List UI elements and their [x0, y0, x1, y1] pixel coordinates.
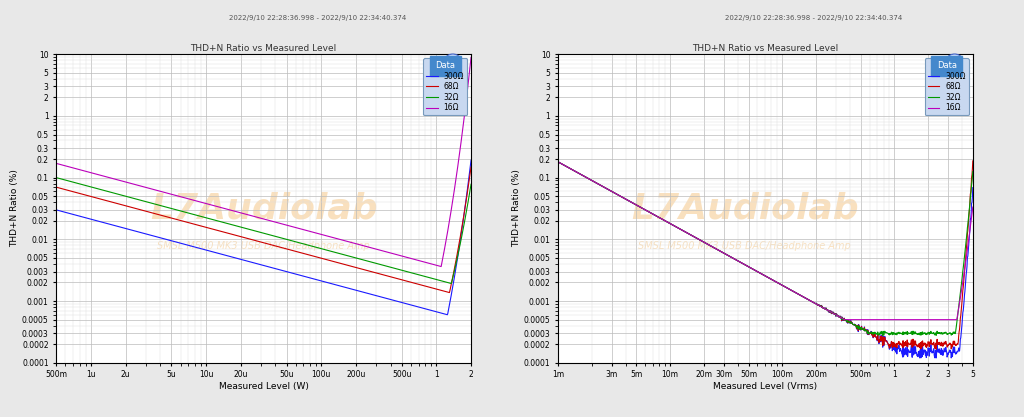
Line: 68Ω: 68Ω [558, 161, 973, 349]
32Ω [594, 183, 606, 188]
16Ω [50, 161, 62, 166]
300Ω [218, 252, 230, 257]
300Ω [50, 207, 62, 212]
16Ω [594, 183, 606, 188]
68Ω [374, 271, 386, 276]
32Ω [335, 251, 347, 256]
300Ω [883, 342, 895, 347]
32Ω [734, 260, 746, 265]
300Ω [594, 183, 606, 188]
Text: SMSL M500 MK3 USB DAC/Headphone Amp: SMSL M500 MK3 USB DAC/Headphone Amp [638, 241, 851, 251]
68Ω [92, 196, 104, 201]
Line: 32Ω: 32Ω [56, 178, 471, 284]
Y-axis label: THD+N Ratio (%): THD+N Ratio (%) [512, 170, 521, 247]
300Ω [232, 256, 245, 261]
300Ω [720, 252, 732, 257]
X-axis label: Measured Level (Vrms): Measured Level (Vrms) [714, 382, 817, 391]
300Ω [734, 260, 746, 265]
16Ω [837, 316, 849, 321]
68Ω [50, 185, 62, 190]
Text: AØ: AØ [946, 59, 963, 69]
Text: SMSL M500 MK3 USB DAC/Headphone Amp: SMSL M500 MK3 USB DAC/Headphone Amp [158, 241, 370, 251]
32Ω [445, 281, 458, 286]
32Ω [884, 332, 896, 337]
68Ω [465, 165, 477, 170]
300Ω [374, 294, 386, 299]
Text: 2022/9/10 22:28:36.998 - 2022/9/10 22:34:40.374: 2022/9/10 22:28:36.998 - 2022/9/10 22:34… [725, 15, 903, 20]
68Ω [218, 230, 230, 235]
68Ω [930, 347, 942, 352]
32Ω [837, 317, 849, 322]
16Ω [374, 248, 386, 253]
16Ω [465, 55, 477, 60]
32Ω [877, 333, 889, 338]
300Ω [552, 159, 564, 164]
68Ω [734, 260, 746, 265]
16Ω [335, 237, 347, 242]
32Ω [232, 224, 245, 229]
Text: AØ: AØ [444, 59, 461, 69]
32Ω [50, 175, 62, 180]
Line: 16Ω: 16Ω [56, 58, 471, 266]
16Ω [218, 206, 230, 211]
300Ω [381, 296, 393, 301]
16Ω [552, 159, 564, 164]
Y-axis label: THD+N Ratio (%): THD+N Ratio (%) [10, 170, 19, 247]
Line: 32Ω: 32Ω [558, 162, 973, 336]
68Ω [594, 183, 606, 188]
68Ω [381, 274, 393, 279]
Legend: 300Ω, 68Ω, 32Ω, 16Ω: 300Ω, 68Ω, 32Ω, 16Ω [925, 58, 969, 115]
68Ω [876, 334, 888, 339]
300Ω [913, 355, 926, 360]
Line: 300Ω: 300Ω [558, 162, 973, 358]
68Ω [883, 342, 895, 347]
300Ω [92, 219, 104, 224]
68Ω [837, 317, 849, 322]
16Ω [232, 210, 245, 215]
300Ω [335, 284, 347, 289]
16Ω [876, 317, 888, 322]
X-axis label: Measured Level (W): Measured Level (W) [219, 382, 308, 391]
32Ω [374, 262, 386, 267]
32Ω [967, 169, 979, 174]
300Ω [837, 317, 849, 322]
68Ω [232, 234, 245, 239]
Title: THD+N Ratio vs Measured Level: THD+N Ratio vs Measured Level [692, 45, 839, 53]
300Ω [441, 312, 454, 317]
Text: L7Audiolab: L7Audiolab [631, 191, 858, 226]
32Ω [381, 264, 393, 269]
Line: 16Ω: 16Ω [558, 162, 973, 320]
68Ω [335, 261, 347, 266]
68Ω [443, 290, 456, 295]
32Ω [92, 186, 104, 191]
32Ω [218, 220, 230, 225]
16Ω [435, 264, 447, 269]
16Ω [839, 317, 851, 322]
16Ω [967, 205, 979, 210]
Legend: 300Ω, 68Ω, 32Ω, 16Ω: 300Ω, 68Ω, 32Ω, 16Ω [423, 58, 467, 115]
16Ω [381, 250, 393, 255]
300Ω [876, 333, 888, 338]
68Ω [967, 158, 979, 163]
300Ω [465, 158, 477, 163]
300Ω [967, 185, 979, 190]
Title: THD+N Ratio vs Measured Level: THD+N Ratio vs Measured Level [190, 45, 337, 53]
16Ω [92, 172, 104, 177]
Line: 300Ω: 300Ω [56, 160, 471, 315]
68Ω [552, 159, 564, 164]
Text: L7Audiolab: L7Audiolab [150, 191, 378, 226]
16Ω [720, 252, 732, 257]
Text: 2022/9/10 22:28:36.998 - 2022/9/10 22:34:40.374: 2022/9/10 22:28:36.998 - 2022/9/10 22:34… [228, 15, 407, 20]
32Ω [876, 329, 888, 334]
32Ω [552, 159, 564, 164]
16Ω [884, 317, 896, 322]
32Ω [720, 252, 732, 257]
16Ω [734, 260, 746, 265]
Line: 68Ω: 68Ω [56, 167, 471, 293]
68Ω [720, 252, 732, 257]
32Ω [465, 182, 477, 187]
